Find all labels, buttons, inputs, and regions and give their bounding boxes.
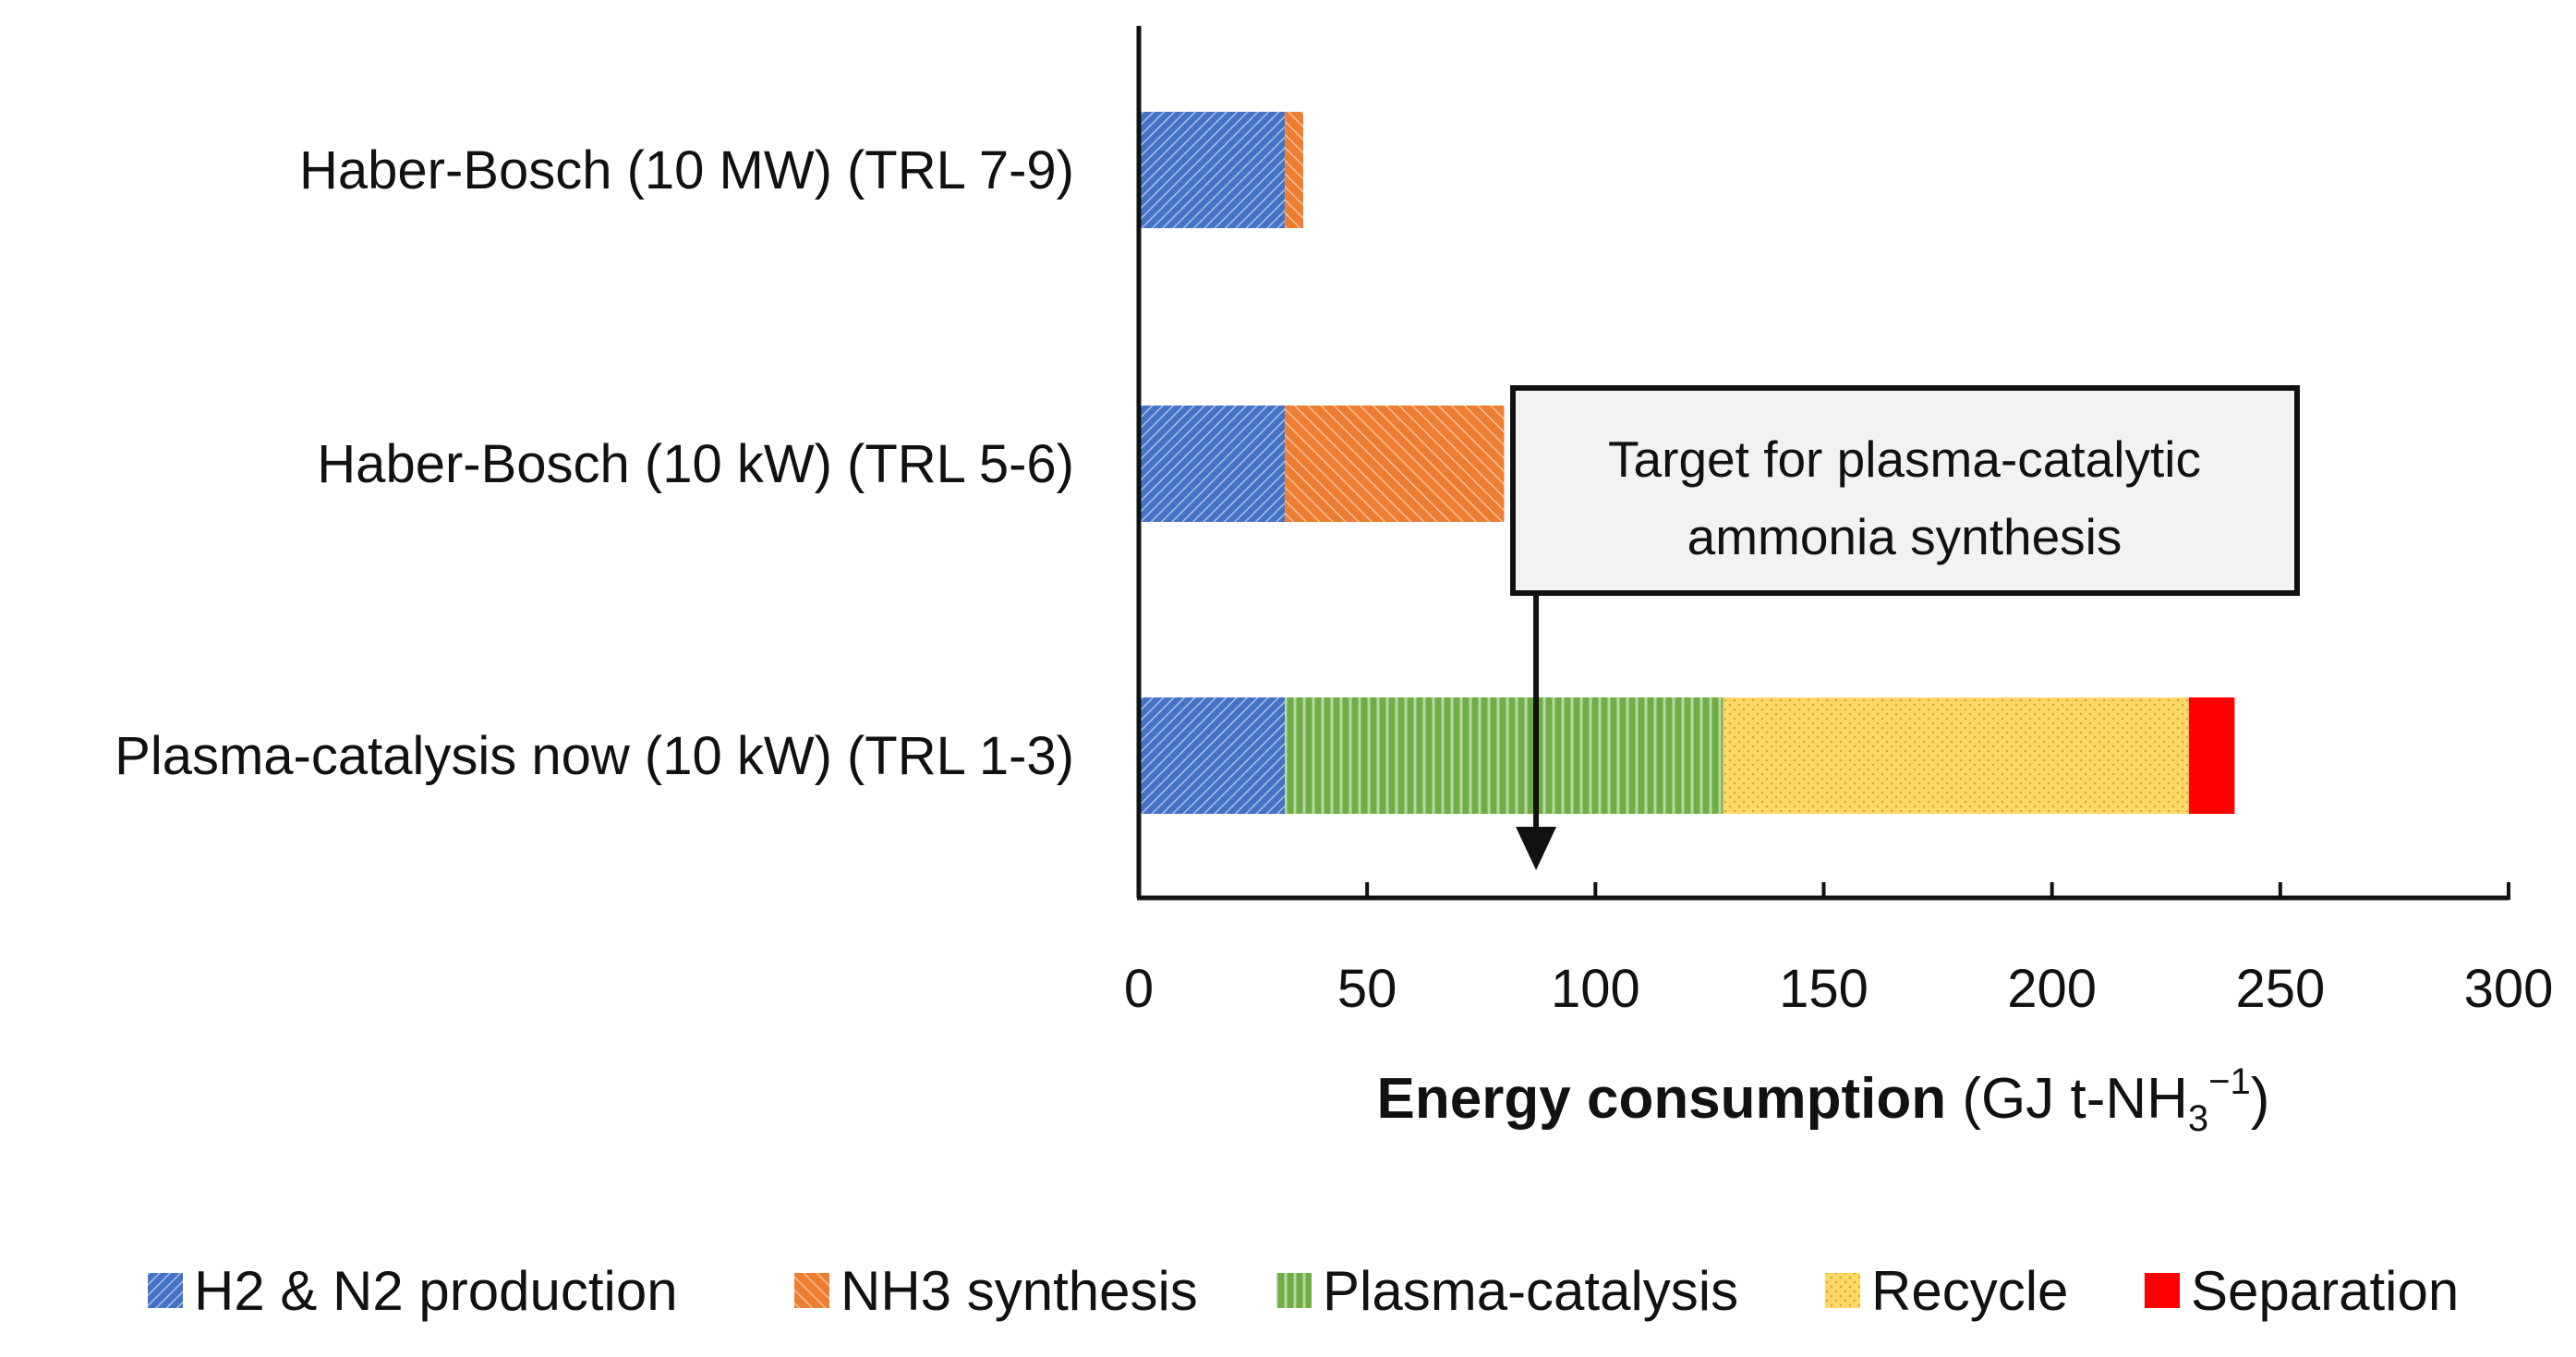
legend-label-separation: Separation	[2191, 1260, 2459, 1322]
target-annotation-line-2: ammonia synthesis	[1687, 508, 2122, 565]
x-axis-title-unit: (GJ t-NH	[1962, 1067, 2188, 1131]
legend-swatch-nh3-synthesis	[794, 1273, 829, 1308]
target-arrow-head	[1516, 827, 1557, 870]
x-tick-label: 300	[2464, 959, 2554, 1019]
x-tick-label: 50	[1337, 959, 1397, 1019]
x-tick-label: 150	[1779, 959, 1869, 1019]
category-label: Haber-Bosch (10 MW) (TRL 7-9)	[299, 140, 1074, 200]
bar-segment-nh3-synthesis-2	[1285, 406, 1505, 522]
bar-segment-separation-3	[2188, 697, 2235, 814]
target-annotation-box	[1510, 385, 2300, 596]
bar-segment-plasma-catalysis-3	[1285, 697, 1723, 814]
x-axis-title-sub: 3	[2188, 1098, 2208, 1139]
bar-segment-nh3-synthesis-1	[1285, 112, 1303, 228]
x-axis-title-sup: −1	[2208, 1061, 2251, 1102]
category-label: Plasma-catalysis now (10 kW) (TRL 1-3)	[115, 726, 1074, 786]
legend-label-plasma-catalysis: Plasma-catalysis	[1323, 1260, 1738, 1322]
x-axis-title-close: )	[2251, 1067, 2270, 1131]
bar-segment-recycle-3	[1723, 697, 2189, 814]
category-label: Haber-Bosch (10 kW) (TRL 5-6)	[317, 434, 1074, 494]
x-tick-label: 250	[2235, 959, 2325, 1019]
bar-segment-h2-n2-production-3	[1139, 697, 1286, 814]
bar-segment-h2-n2-production-2	[1139, 406, 1286, 522]
target-annotation: Target for plasma-catalytic ammonia synt…	[1510, 385, 2300, 870]
x-tick-label: 200	[2007, 959, 2097, 1019]
legend: H2 & N2 production NH3 synthesis Plasma-ca…	[148, 1260, 2459, 1322]
legend-label-nh3-synthesis: NH3 synthesis	[841, 1260, 1198, 1322]
x-tick-label: 100	[1551, 959, 1640, 1019]
legend-label-recycle: Recycle	[1871, 1260, 2068, 1322]
category-labels: Haber-Bosch (10 MW) (TRL 7-9) Haber-Bosch…	[115, 140, 1074, 786]
x-axis-title-bold: Energy consumption	[1377, 1067, 1947, 1131]
x-axis-title: Energy consumption (GJ t-NH3−1)	[1377, 1061, 2270, 1139]
legend-label-h2-n2-production: H2 & N2 production	[194, 1260, 678, 1322]
legend-swatch-recycle	[1825, 1273, 1860, 1308]
legend-swatch-h2-n2-production	[148, 1273, 183, 1308]
bar-segments	[1139, 112, 2235, 814]
target-annotation-line-1: Target for plasma-catalytic	[1608, 430, 2201, 488]
legend-swatch-plasma-catalysis	[1276, 1273, 1312, 1308]
x-ticks: 0 50 100 150 200 250 300	[1124, 882, 2554, 1019]
x-tick-label: 0	[1124, 959, 1154, 1019]
bar-segment-h2-n2-production-1	[1139, 112, 1286, 228]
legend-swatch-separation	[2145, 1273, 2180, 1308]
